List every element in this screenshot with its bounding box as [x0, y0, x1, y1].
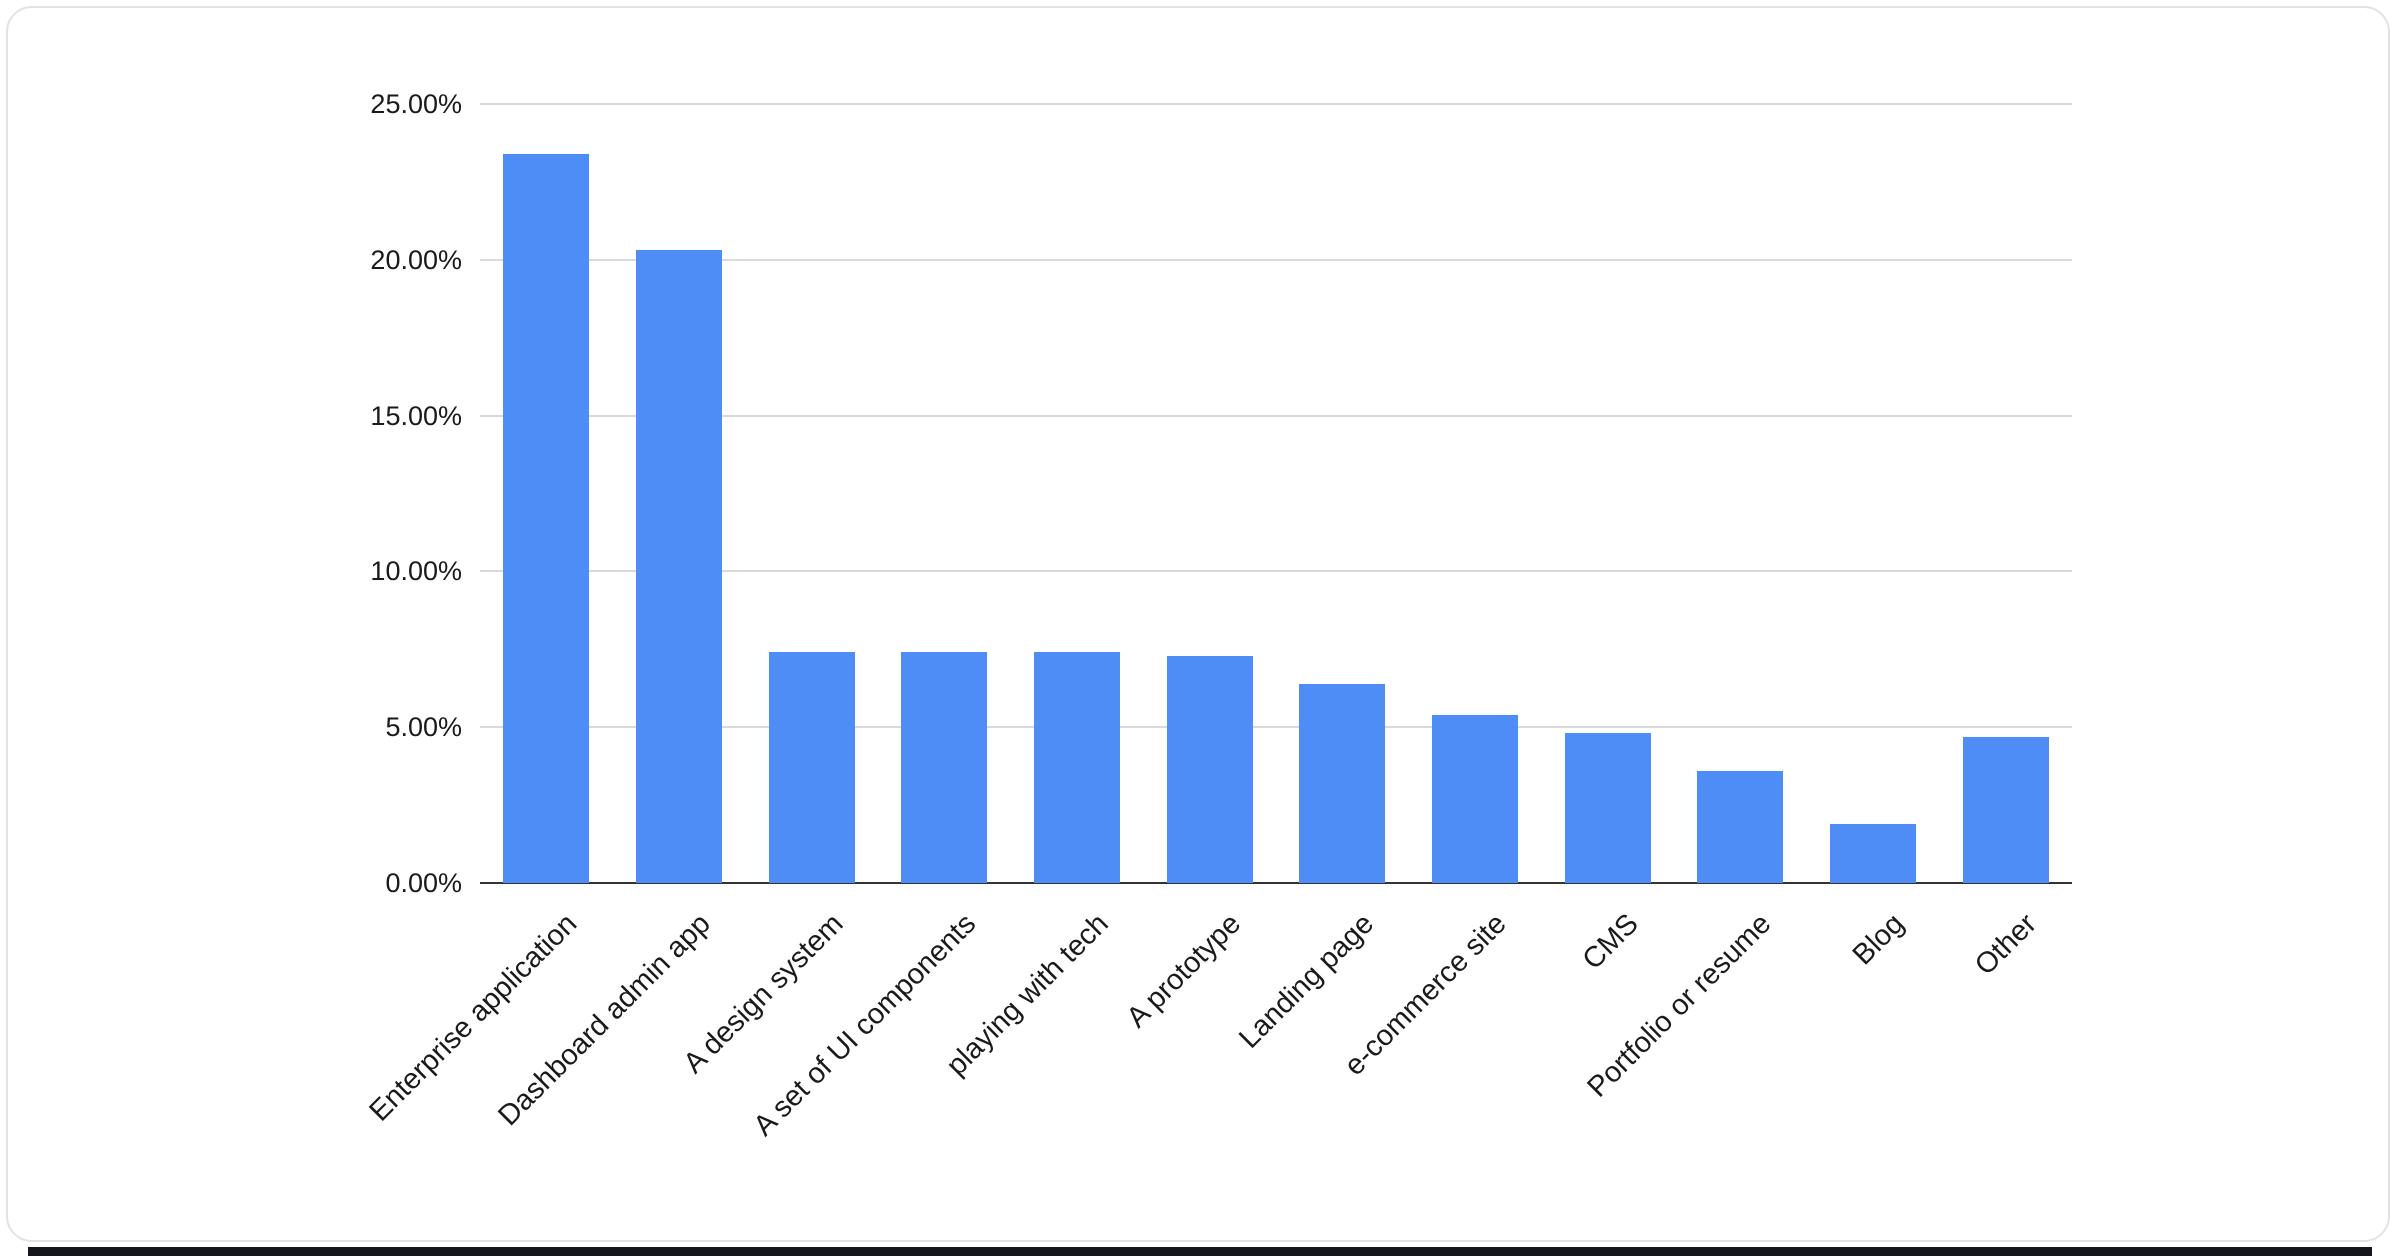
bar[interactable] [1830, 823, 1916, 883]
bar[interactable] [1034, 652, 1120, 883]
bar[interactable] [768, 652, 855, 883]
y-tick-label: 20.00% [370, 244, 462, 275]
bar[interactable] [503, 153, 590, 883]
bar[interactable] [1962, 736, 2049, 883]
bar[interactable] [1697, 770, 1784, 883]
x-tick-label: Landing page [1232, 907, 1380, 1055]
x-tick-label: Blog [1846, 907, 1911, 972]
gridline [480, 103, 2072, 105]
gridline [480, 570, 2072, 573]
chart-card [6, 6, 2390, 1242]
gridline [480, 258, 2072, 261]
gridline [480, 414, 2072, 417]
x-axis-line [480, 882, 2072, 884]
gridline [480, 726, 2072, 729]
x-tick-label: Other [1969, 907, 2044, 982]
bar[interactable] [1432, 714, 1518, 883]
y-tick-label: 25.00% [370, 89, 462, 119]
x-tick-label: CMS [1576, 907, 1646, 976]
bar[interactable] [1166, 655, 1253, 883]
bar[interactable] [636, 250, 722, 883]
y-tick-label: 10.00% [370, 556, 462, 587]
bottom-strip [28, 1247, 2372, 1256]
y-tick-label: 0.00% [385, 868, 462, 898]
bar[interactable] [1564, 733, 1651, 883]
x-tick-label: A prototype [1120, 907, 1248, 1035]
x-tick-label: A set of UI components [747, 907, 982, 1143]
bar[interactable] [901, 652, 988, 883]
y-tick-label: 15.00% [370, 400, 462, 431]
bar[interactable] [1299, 683, 1386, 883]
y-tick-label: 5.00% [385, 712, 462, 743]
